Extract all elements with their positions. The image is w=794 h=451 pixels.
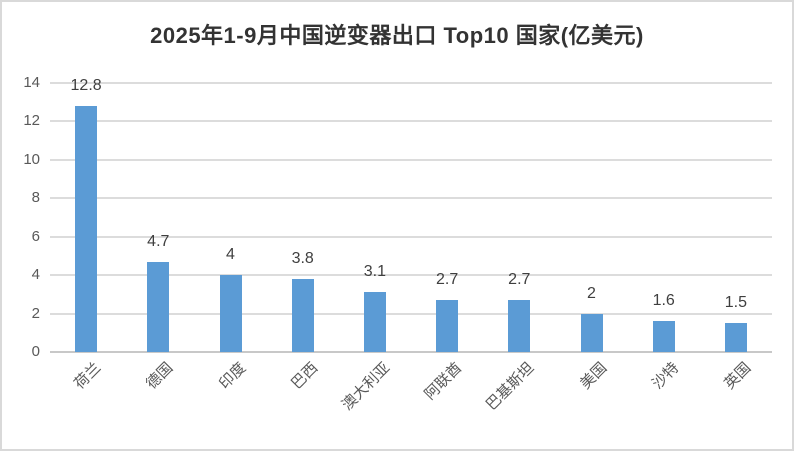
y-axis-tick-label: 10 (23, 150, 40, 168)
bar-印度 (219, 275, 242, 352)
y-axis-tick-label: 12 (23, 112, 40, 130)
bar-荷兰 (75, 106, 98, 352)
x-axis-line (50, 351, 772, 353)
y-axis-tick-label: 6 (31, 227, 40, 245)
data-label: 1.5 (724, 294, 748, 312)
major-gridline (50, 197, 772, 200)
major-gridline (50, 312, 772, 315)
bar-巴基斯坦 (508, 300, 531, 352)
data-label: 2.7 (508, 271, 531, 289)
y-axis-tick-label: 2 (31, 304, 40, 322)
data-label: 4 (226, 246, 235, 264)
data-label: 3.8 (291, 249, 314, 267)
data-label: 12.8 (70, 77, 102, 95)
y-axis-tick-label: 14 (23, 74, 40, 91)
bar-英国 (724, 323, 747, 352)
data-label: 2.7 (435, 271, 459, 289)
chart-title: 2025年1-9月中国逆变器出口 Top10 国家(亿美元) (150, 23, 644, 48)
bar-阿联酋 (436, 300, 459, 352)
data-label: 1.6 (652, 292, 675, 310)
bar-澳大利亚 (363, 292, 386, 352)
major-gridline (50, 274, 772, 277)
y-axis-tick-label: 0 (31, 343, 40, 360)
y-axis-tick-label: 4 (31, 266, 40, 284)
data-label: 3.1 (363, 263, 387, 281)
bar-美国 (580, 313, 603, 352)
data-label: 2 (587, 284, 596, 302)
bar-德国 (147, 261, 170, 352)
data-label: 4.7 (147, 232, 170, 250)
bar-沙特 (652, 321, 675, 352)
major-gridline (50, 120, 772, 123)
major-gridline (50, 235, 772, 238)
major-gridline (50, 82, 772, 84)
bar-巴西 (291, 278, 314, 352)
major-gridline (50, 158, 772, 161)
y-axis-tick-label: 8 (31, 189, 40, 207)
